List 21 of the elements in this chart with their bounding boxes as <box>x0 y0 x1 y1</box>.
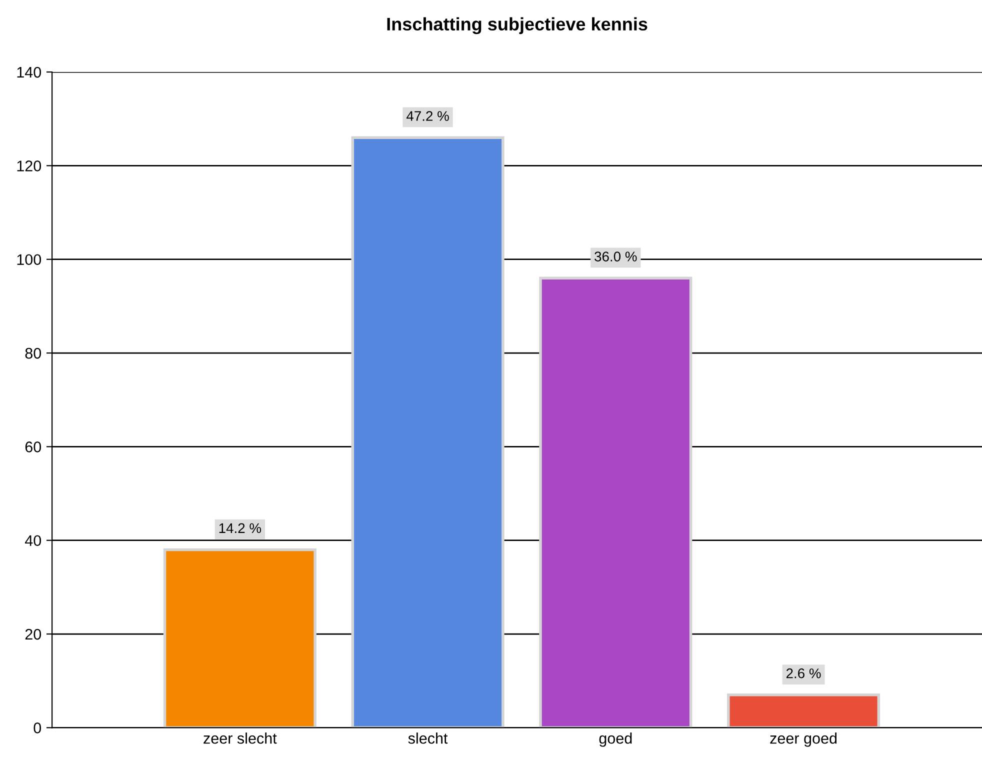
x-tick-label: slecht <box>408 732 448 744</box>
y-tick-label: 120 <box>17 160 42 172</box>
y-tick-label: 0 <box>34 722 42 734</box>
chart-title: Inschatting subjectieve kennis <box>387 17 648 34</box>
annotation: 36.0 % <box>594 252 637 262</box>
y-tick-label: 60 <box>25 442 42 452</box>
y-tick-label: 20 <box>25 628 42 640</box>
y-tick-label: 140 <box>17 66 42 78</box>
annotation: 47.2 % <box>406 111 449 121</box>
x-tick-label: zeer slecht <box>204 732 277 744</box>
bar <box>351 136 504 728</box>
x-tick-label: zeer goed <box>770 732 837 747</box>
bar <box>163 548 316 728</box>
y-tick-label: 40 <box>24 535 42 546</box>
x-tick-label: goed <box>599 732 632 747</box>
bar <box>539 276 692 728</box>
annotation: 14.2 % <box>219 523 262 534</box>
y-tick-label: 100 <box>17 254 42 266</box>
bar <box>726 694 880 728</box>
y-tick-label: 80 <box>25 348 42 359</box>
annotation: 2.6 % <box>786 668 821 678</box>
